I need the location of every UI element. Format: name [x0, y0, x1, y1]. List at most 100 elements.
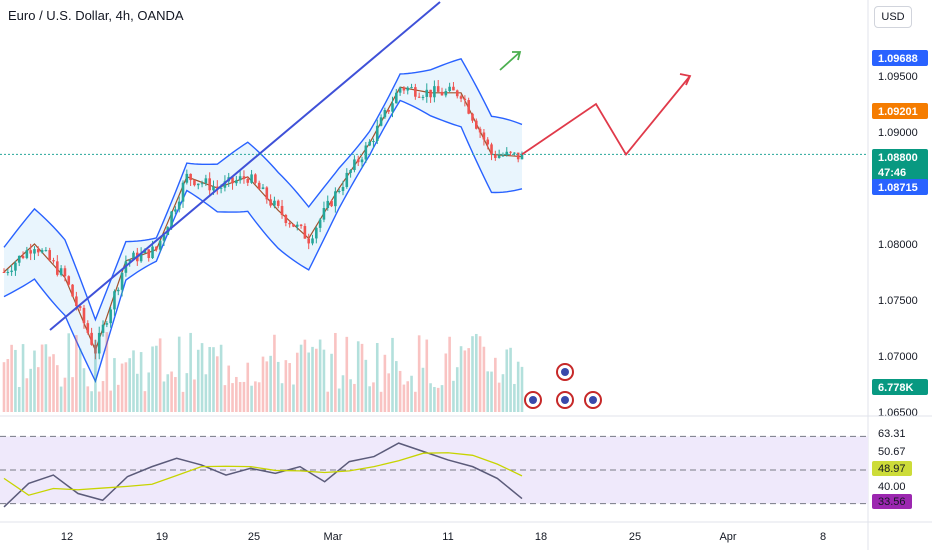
- candle-body: [379, 117, 383, 126]
- volume-bar: [280, 383, 284, 412]
- volume-bar: [86, 386, 90, 412]
- candle-body: [25, 250, 29, 259]
- candle-body: [116, 289, 120, 292]
- candle-body: [21, 255, 25, 259]
- volume-bar: [436, 387, 440, 412]
- volume-bar: [97, 391, 101, 412]
- candle-body: [433, 86, 436, 98]
- candle-body: [101, 324, 105, 333]
- rsi-value-label: 48.97: [878, 463, 906, 475]
- volume-bar: [219, 344, 223, 412]
- candle-body: [48, 250, 52, 261]
- candle-body: [90, 332, 93, 345]
- candle-body: [2, 272, 6, 273]
- candle-body: [17, 255, 21, 263]
- candle-body: [128, 259, 131, 262]
- candle-body: [368, 141, 371, 146]
- volume-bar: [356, 341, 360, 412]
- volume-bar: [36, 367, 40, 412]
- volume-bar: [29, 368, 32, 412]
- candle-body: [120, 272, 124, 290]
- forecast-path: [521, 75, 691, 156]
- volume-bar: [520, 366, 524, 412]
- candle-body: [509, 151, 512, 153]
- candle-body: [219, 187, 223, 189]
- volume-bar: [143, 391, 147, 412]
- volume-bar: [505, 349, 509, 412]
- event-flag-center: [589, 396, 597, 404]
- candle-body: [158, 240, 162, 250]
- candle-body: [273, 200, 276, 206]
- volume-bar: [193, 379, 196, 412]
- volume-bar: [494, 357, 497, 412]
- volume-bar: [326, 391, 330, 412]
- volume-bar: [71, 377, 74, 412]
- candle-body: [505, 151, 509, 156]
- candle-body: [398, 87, 402, 93]
- candle-body: [185, 173, 189, 183]
- rsi-ma-line: [3, 452, 523, 496]
- price-tick-label: 1.09000: [878, 127, 918, 139]
- volume-bar: [276, 361, 280, 412]
- event-flag-center: [561, 396, 569, 404]
- candle-body: [242, 176, 246, 179]
- candle-body: [155, 246, 158, 250]
- candle-body: [162, 235, 166, 241]
- volume-bar: [105, 332, 109, 412]
- candle-body: [478, 128, 482, 133]
- volume-bar: [440, 385, 444, 412]
- time-tick-label: 11: [442, 531, 453, 543]
- candle-body: [360, 159, 364, 163]
- volume-bar: [147, 372, 151, 412]
- bollinger-fill: [4, 58, 522, 382]
- volume-bar: [379, 391, 383, 412]
- candle-body: [421, 96, 425, 98]
- candle-body: [139, 253, 143, 262]
- candle-body: [105, 323, 109, 325]
- volume-bar: [364, 359, 368, 412]
- candle-body: [269, 199, 272, 206]
- candle-body: [204, 178, 208, 184]
- volume-bar: [181, 391, 185, 412]
- volume-bar: [375, 343, 379, 412]
- price-tag-label: 1.09201: [878, 106, 918, 118]
- volume-bar: [273, 334, 276, 412]
- candle-body: [63, 268, 67, 277]
- candle-body: [356, 159, 360, 163]
- currency-button[interactable]: USD: [874, 6, 912, 28]
- candle-body: [383, 109, 387, 118]
- candle-body: [284, 215, 288, 223]
- volume-bar: [414, 391, 417, 412]
- candle-body: [341, 186, 345, 192]
- candle-body: [14, 262, 17, 271]
- volume-bar: [67, 333, 71, 412]
- volume-bar: [139, 352, 143, 412]
- volume-bar: [132, 350, 135, 412]
- candle-body: [36, 249, 40, 253]
- volume-tag-label: 6.778K: [878, 382, 914, 394]
- candle-body: [353, 159, 356, 171]
- candle-body: [516, 152, 520, 160]
- candle-body: [109, 309, 112, 324]
- volume-bar: [128, 358, 131, 412]
- candle-body: [280, 205, 284, 216]
- price-tick-label: 1.06500: [878, 407, 918, 419]
- volume-bar: [406, 381, 410, 412]
- volume-bar: [254, 381, 257, 412]
- candle-body: [231, 177, 234, 184]
- volume-bar: [17, 386, 21, 412]
- volume-bar: [94, 339, 97, 412]
- forecast-arrowhead: [679, 73, 692, 86]
- candle-body: [113, 291, 116, 310]
- volume-bar: [501, 374, 505, 412]
- rsi-line: [3, 442, 523, 508]
- volume-bar: [208, 346, 211, 412]
- candle-body: [44, 250, 48, 252]
- volume-bar: [196, 349, 200, 412]
- candle-body: [429, 89, 432, 98]
- volume-bar: [136, 373, 139, 412]
- candle-body: [494, 154, 497, 158]
- volume-bar: [478, 336, 482, 412]
- candle-body: [215, 186, 219, 189]
